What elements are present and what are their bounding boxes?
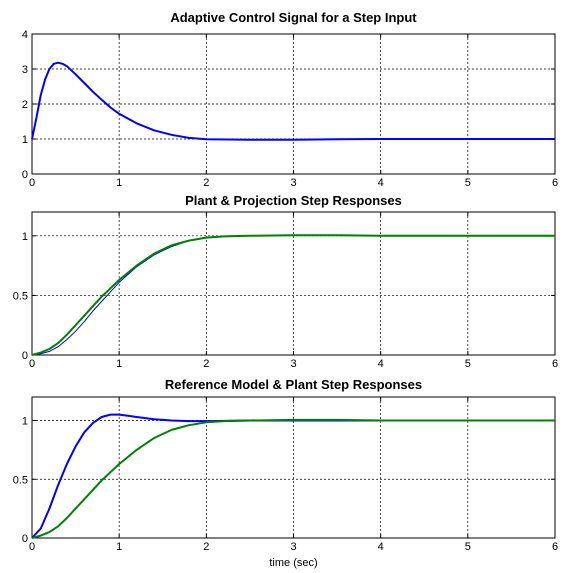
x-tick-label: 3	[290, 358, 296, 370]
x-tick-label: 4	[378, 358, 384, 370]
x-tick-label: 6	[552, 177, 558, 189]
x-tick-label: 5	[465, 358, 471, 370]
x-tick-label: 1	[116, 358, 122, 370]
series-line-3-2	[31, 418, 555, 539]
chart-title-2: Plant & Projection Step Responses	[185, 193, 402, 208]
x-tick-label: 0	[29, 177, 35, 189]
x-tick-label: 2	[203, 358, 209, 370]
y-tick-label: 0.5	[13, 290, 28, 302]
x-tick-label: 6	[552, 358, 558, 370]
y-tick-label: 2	[22, 99, 28, 111]
x-tick-label: 4	[378, 177, 384, 189]
x-tick-label: 0	[29, 358, 35, 370]
chart-title-3: Reference Model & Plant Step Responses	[165, 377, 422, 392]
x-tick-label: 2	[203, 177, 209, 189]
x-tick-label: 0	[29, 541, 35, 553]
chart-title-1: Adaptive Control Signal for a Step Input	[170, 10, 417, 25]
y-tick-label: 1	[22, 416, 28, 428]
x-tick-label: 5	[465, 177, 471, 189]
x-tick-label: 3	[290, 177, 296, 189]
y-tick-label: 1	[22, 134, 28, 146]
x-axis-label: time (sec)	[269, 557, 317, 569]
series-line-1-1	[31, 61, 555, 141]
x-tick-label: 3	[290, 541, 296, 553]
y-tick-label: 0	[22, 169, 28, 181]
x-tick-label: 5	[465, 541, 471, 553]
y-tick-label: 0	[22, 350, 28, 362]
y-tick-label: 0.5	[13, 474, 28, 486]
x-tick-label: 1	[116, 177, 122, 189]
x-tick-label: 6	[552, 541, 558, 553]
y-tick-label: 3	[22, 64, 28, 76]
y-tick-label: 1	[22, 231, 28, 243]
series-line-2-2	[31, 234, 555, 356]
x-tick-label: 2	[203, 541, 209, 553]
y-tick-label: 0	[22, 533, 28, 545]
x-tick-label: 1	[116, 541, 122, 553]
y-tick-label: 4	[22, 29, 28, 41]
x-tick-label: 4	[378, 541, 384, 553]
